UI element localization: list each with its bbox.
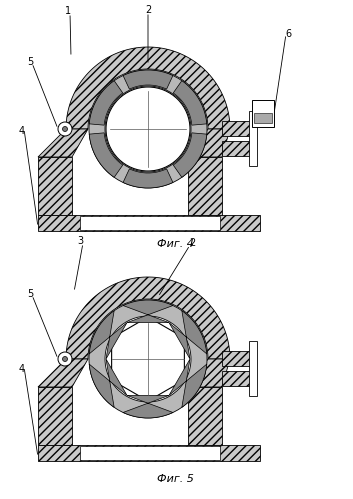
Text: 5: 5 (27, 57, 33, 67)
Polygon shape (173, 133, 207, 177)
Polygon shape (169, 359, 207, 407)
Bar (80, 216, 220, 230)
Text: 6: 6 (285, 29, 291, 39)
Bar (38, 215, 260, 231)
Bar (254, 113, 272, 123)
Polygon shape (66, 277, 230, 359)
Bar (222, 121, 250, 136)
Circle shape (89, 70, 207, 188)
Text: Фиг. 5: Фиг. 5 (157, 474, 193, 484)
Circle shape (58, 352, 72, 366)
Bar (252, 100, 274, 127)
Text: 2: 2 (189, 238, 195, 248)
Bar (249, 341, 257, 396)
Polygon shape (112, 317, 184, 401)
Circle shape (58, 122, 72, 136)
Text: 4: 4 (19, 364, 25, 374)
Polygon shape (169, 311, 207, 359)
Polygon shape (89, 81, 123, 125)
Polygon shape (173, 81, 207, 125)
Bar (249, 111, 257, 166)
Bar (38, 445, 260, 461)
Polygon shape (188, 359, 230, 387)
Polygon shape (89, 311, 127, 359)
Bar (38, 387, 72, 445)
Circle shape (105, 86, 191, 172)
Polygon shape (89, 133, 123, 177)
Polygon shape (123, 395, 173, 418)
Polygon shape (66, 47, 230, 129)
Text: 5: 5 (27, 289, 33, 299)
Polygon shape (188, 129, 230, 157)
Text: Фиг. 4: Фиг. 4 (157, 239, 193, 249)
Polygon shape (123, 70, 173, 89)
Circle shape (62, 127, 67, 132)
Text: 4: 4 (19, 126, 25, 136)
Circle shape (106, 87, 190, 171)
Bar (222, 371, 250, 386)
Bar (188, 157, 222, 215)
Bar (222, 141, 250, 156)
Bar (188, 387, 222, 445)
Bar (222, 351, 250, 366)
Polygon shape (38, 359, 88, 387)
Polygon shape (123, 300, 173, 323)
Text: 2: 2 (145, 5, 151, 15)
Circle shape (105, 316, 191, 402)
Circle shape (89, 300, 207, 418)
Text: 1: 1 (65, 6, 71, 16)
Polygon shape (38, 129, 88, 157)
Text: 3: 3 (77, 236, 83, 246)
Circle shape (62, 356, 67, 361)
Polygon shape (123, 169, 173, 188)
Polygon shape (89, 359, 127, 407)
Bar (80, 446, 220, 460)
Bar (38, 157, 72, 215)
